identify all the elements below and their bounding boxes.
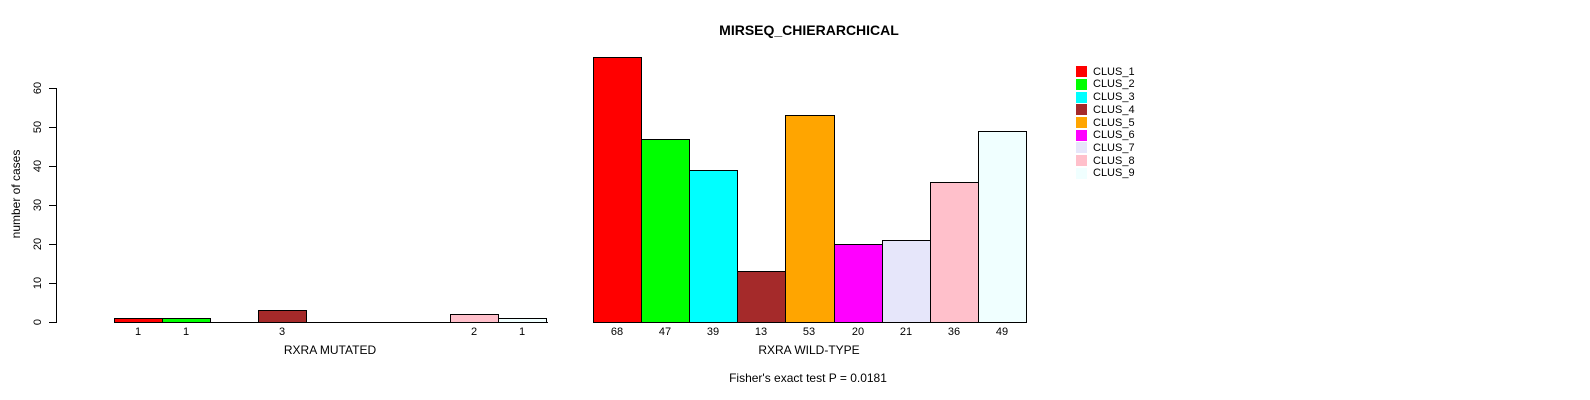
legend-swatch-clus_6	[1076, 130, 1087, 141]
bar-value-label: 68	[610, 326, 624, 338]
y-tick-label-40: 40	[32, 159, 44, 173]
bar-clus_9-rxra-mutated	[498, 318, 547, 323]
bar-value-label: 36	[947, 326, 961, 338]
y-tick-0	[49, 322, 56, 323]
bar-value-label: 1	[182, 326, 190, 338]
bar-value-label: 1	[134, 326, 142, 338]
legend-label-clus_3: CLUS_3	[1093, 91, 1135, 103]
y-tick-label-0: 0	[32, 318, 44, 326]
legend-swatch-clus_5	[1076, 117, 1087, 128]
bar-value-label: 20	[851, 326, 865, 338]
y-tick-20	[49, 244, 56, 245]
legend-label-clus_8: CLUS_8	[1093, 155, 1135, 167]
y-axis-title: number of cases	[9, 149, 23, 239]
bar-value-label: 3	[278, 326, 286, 338]
baseline-0	[114, 322, 548, 323]
bar-clus_3-rxra-wild-type	[689, 170, 738, 323]
bar-value-label: 53	[802, 326, 816, 338]
legend-label-clus_4: CLUS_4	[1093, 104, 1135, 116]
x-axis-group-label-rxra-mutated: RXRA MUTATED	[283, 343, 377, 357]
legend-swatch-clus_4	[1076, 104, 1087, 115]
y-tick-60	[49, 88, 56, 89]
bar-clus_2-rxra-wild-type	[641, 139, 690, 323]
legend-label-clus_1: CLUS_1	[1093, 66, 1135, 78]
legend-label-clus_7: CLUS_7	[1093, 142, 1135, 154]
bar-clus_8-rxra-wild-type	[930, 182, 979, 323]
bar-value-label: 49	[995, 326, 1009, 338]
legend-label-clus_2: CLUS_2	[1093, 78, 1135, 90]
legend-label-clus_6: CLUS_6	[1093, 129, 1135, 141]
bar-value-label: 39	[706, 326, 720, 338]
legend-swatch-clus_7	[1076, 142, 1087, 153]
y-tick-label-20: 20	[32, 237, 44, 251]
legend-swatch-clus_9	[1076, 168, 1087, 179]
legend-label-clus_5: CLUS_5	[1093, 117, 1135, 129]
y-tick-label-30: 30	[32, 198, 44, 212]
bar-clus_8-rxra-mutated	[450, 314, 499, 323]
y-tick-label-10: 10	[32, 276, 44, 290]
legend-swatch-clus_3	[1076, 92, 1087, 103]
legend-label-clus_9: CLUS_9	[1093, 167, 1135, 179]
legend-swatch-clus_1	[1076, 66, 1087, 77]
fisher-exact-test-annotation: Fisher's exact test P = 0.0181	[729, 371, 887, 385]
bar-value-label: 2	[470, 326, 478, 338]
bar-value-label: 13	[754, 326, 768, 338]
y-tick-40	[49, 166, 56, 167]
x-axis-group-label-rxra-wild-type: RXRA WILD-TYPE	[758, 343, 860, 357]
y-axis-line	[56, 88, 57, 323]
bar-clus_7-rxra-wild-type	[882, 240, 931, 323]
chart-title: MIRSEQ_CHIERARCHICAL	[719, 22, 899, 38]
bar-clus_9-rxra-wild-type	[978, 131, 1027, 323]
bar-clus_1-rxra-mutated	[114, 318, 163, 323]
bar-clus_6-rxra-wild-type	[834, 244, 883, 323]
legend-swatch-clus_2	[1076, 79, 1087, 90]
y-tick-30	[49, 205, 56, 206]
bar-clus_2-rxra-mutated	[162, 318, 211, 323]
bar-clus_4-rxra-wild-type	[737, 271, 786, 323]
y-tick-50	[49, 127, 56, 128]
y-tick-label-50: 50	[32, 120, 44, 134]
bar-clus_4-rxra-mutated	[258, 310, 307, 323]
bar-clus_5-rxra-wild-type	[785, 115, 835, 323]
bar-value-label: 47	[658, 326, 672, 338]
bar-value-label: 21	[899, 326, 913, 338]
bar-clus_1-rxra-wild-type	[593, 57, 642, 323]
legend-swatch-clus_8	[1076, 155, 1087, 166]
y-tick-label-60: 60	[32, 81, 44, 95]
y-tick-10	[49, 283, 56, 284]
bar-value-label: 1	[518, 326, 526, 338]
